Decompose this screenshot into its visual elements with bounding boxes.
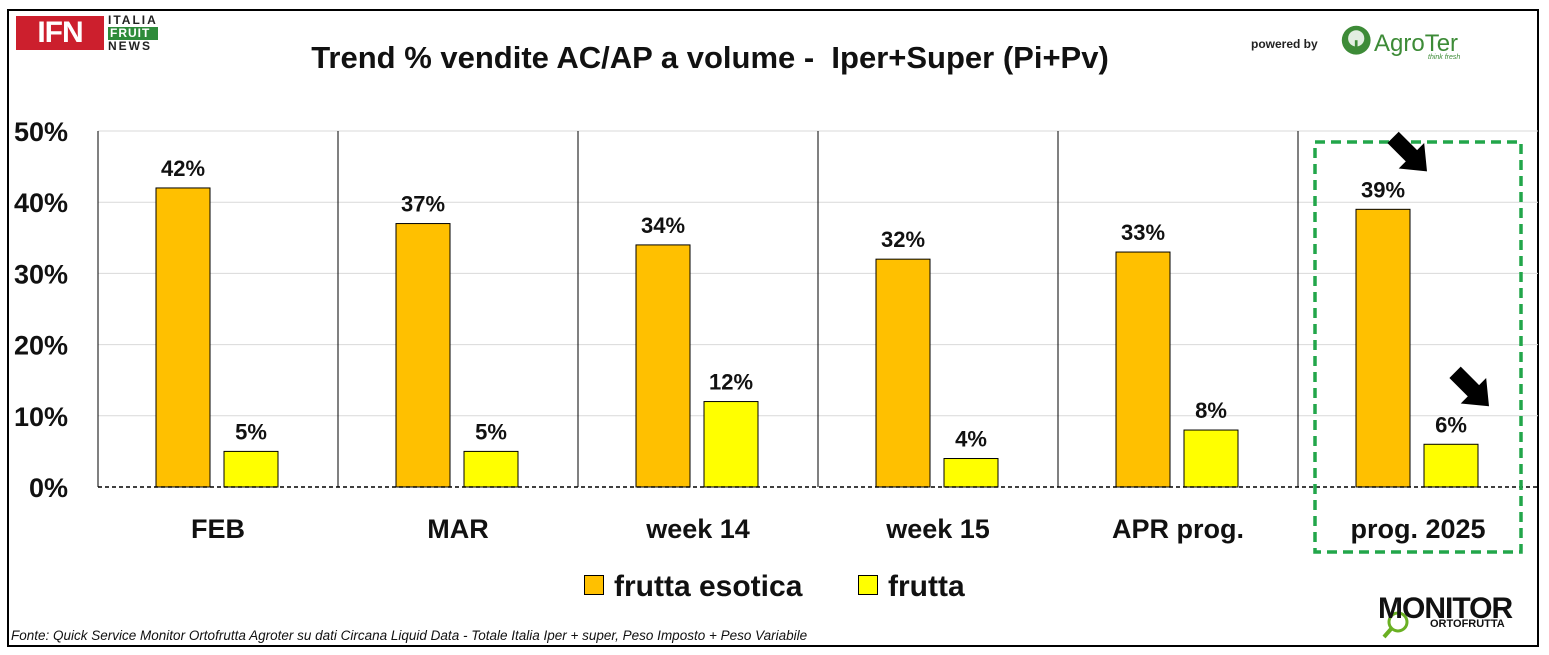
source-note: Fonte: Quick Service Monitor Ortofrutta … <box>11 628 808 643</box>
ifn-logo-text: IFN <box>16 16 104 50</box>
ifn-sub-text: ITALIA FRUIT NEWS <box>108 14 158 53</box>
magnifier-handle <box>1382 627 1393 639</box>
bar-frutta <box>463 450 519 488</box>
data-label: 39% <box>1361 177 1405 202</box>
highlight-box <box>1313 140 1523 554</box>
ortofrutta-logo-text: ORTOFRUTTA <box>1430 618 1505 630</box>
bar-frutta <box>1423 443 1479 488</box>
chart-title: Trend % vendite AC/AP a volume - Iper+Su… <box>311 40 1109 75</box>
y-tick-label: 20% <box>14 331 68 361</box>
x-category-label: APR prog. <box>1112 514 1244 544</box>
bar-frutta <box>703 401 759 488</box>
bar-frutta-esotica <box>875 258 931 488</box>
data-label: 12% <box>709 370 753 395</box>
ifn-sub-line-3: NEWS <box>108 39 152 53</box>
data-label: 8% <box>1195 398 1227 423</box>
data-label: 5% <box>475 419 507 444</box>
bar-frutta-esotica <box>395 223 451 488</box>
agroter-name: AgroTer <box>1374 30 1459 57</box>
x-category-label: week 15 <box>885 514 990 544</box>
bar-frutta <box>943 458 999 488</box>
ifn-sub-line-2: FRUIT <box>108 27 158 40</box>
agroter-tree-icon <box>1341 25 1371 55</box>
x-category-label: MAR <box>427 514 489 544</box>
bar-frutta <box>1183 429 1239 488</box>
magnifier-icon <box>1387 611 1409 633</box>
data-label: 4% <box>955 427 987 452</box>
y-tick-label: 10% <box>14 402 68 432</box>
ifn-sub-line-1: ITALIA <box>108 13 158 27</box>
data-label: 33% <box>1121 220 1165 245</box>
monitor-logo-text: MONITOR <box>1378 592 1513 625</box>
legend-swatch-frutta-esotica <box>584 575 604 595</box>
agroter-tagline: think fresh <box>1428 54 1461 61</box>
arrow-icon <box>1449 366 1489 407</box>
ifn-logo: IFN <box>16 14 166 56</box>
data-label: 34% <box>641 213 685 238</box>
bar-frutta-esotica <box>155 187 211 488</box>
y-tick-label: 0% <box>29 473 68 503</box>
powered-by-label: powered by <box>1251 37 1318 51</box>
bar-frutta <box>223 450 279 488</box>
chart-frame <box>7 9 1539 647</box>
legend-swatch-frutta <box>858 575 878 595</box>
x-category-label: FEB <box>191 514 245 544</box>
data-label: 6% <box>1435 412 1467 437</box>
bar-frutta-esotica <box>1355 208 1411 488</box>
data-label: 5% <box>235 419 267 444</box>
y-tick-label: 50% <box>14 117 68 147</box>
y-tick-label: 30% <box>14 259 68 289</box>
y-tick-label: 40% <box>14 188 68 218</box>
data-label: 42% <box>161 156 205 181</box>
bar-frutta-esotica <box>1115 251 1171 488</box>
x-category-label: week 14 <box>645 514 750 544</box>
data-label: 32% <box>881 227 925 252</box>
legend-label-frutta: frutta <box>888 570 965 603</box>
legend-label-frutta-esotica: frutta esotica <box>614 570 803 603</box>
bar-frutta-esotica <box>635 244 691 488</box>
x-category-label: prog. 2025 <box>1350 514 1485 544</box>
arrow-icon <box>1387 131 1427 172</box>
data-label: 37% <box>401 192 445 217</box>
